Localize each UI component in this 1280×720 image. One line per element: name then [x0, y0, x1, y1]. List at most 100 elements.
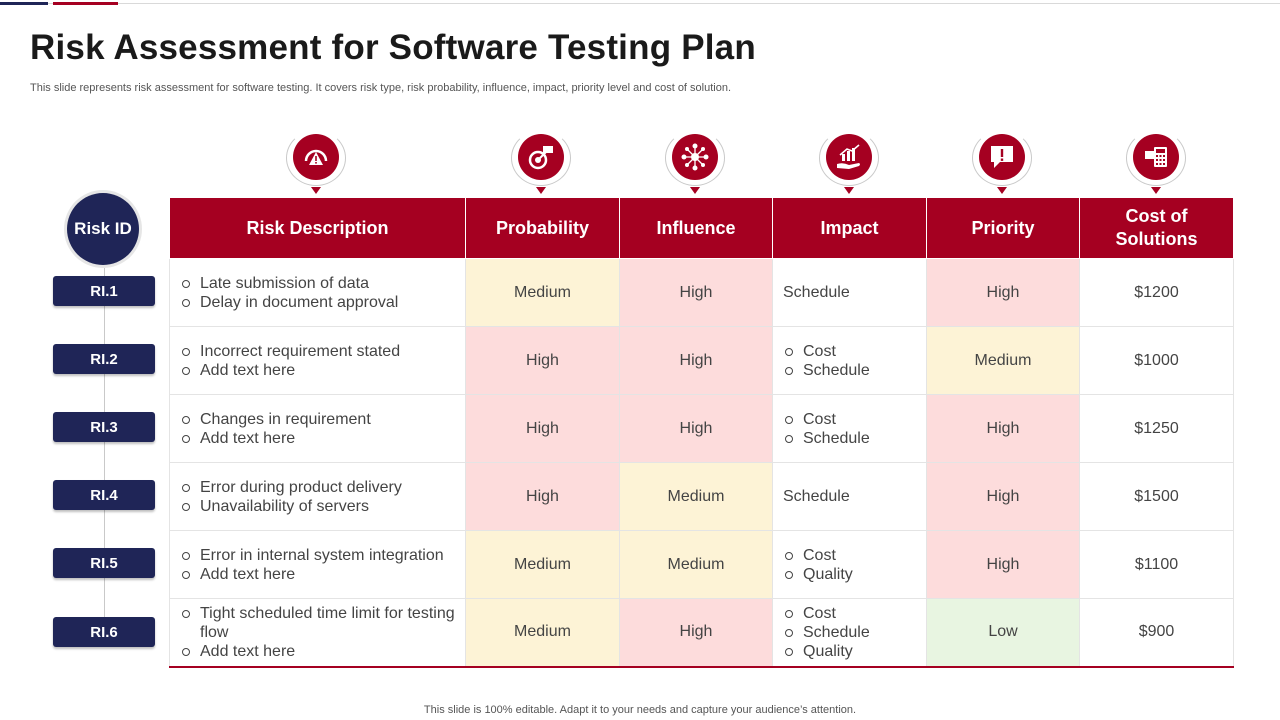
cost-cell: $1000: [1079, 326, 1234, 395]
accent-bar-red: [53, 2, 118, 5]
risk-description-cell: Late submission of data Delay in document…: [169, 258, 466, 327]
probability-cell: Medium: [465, 598, 620, 668]
impact-cell-list: Cost Schedule: [783, 342, 916, 380]
list-item: Unavailability of servers: [180, 497, 455, 516]
table-row: Tight scheduled time limit for testing f…: [169, 598, 1234, 668]
risk-description-cell: Incorrect requirement stated Add text her…: [169, 326, 466, 395]
priority-cell: High: [926, 462, 1080, 531]
impact-cell: Cost Schedule: [772, 326, 927, 395]
influence-cell: Medium: [619, 530, 773, 599]
list-item: Late submission of data: [180, 274, 455, 293]
list-item: Schedule: [783, 361, 916, 380]
risk-id-badge: RI.1: [53, 276, 155, 306]
cost-cell: $1100: [1079, 530, 1234, 599]
list-item: Cost: [783, 546, 916, 565]
priority-cell: High: [926, 258, 1080, 327]
risk-description-cell-list: Tight scheduled time limit for testing f…: [180, 604, 455, 661]
influence-cell: High: [619, 394, 773, 463]
table-row: Changes in requirement Add text here High H…: [169, 394, 1234, 463]
list-item: Schedule: [783, 623, 916, 642]
risk-id-badge: RI.4: [53, 480, 155, 510]
influence-cell: High: [619, 326, 773, 395]
header-influence: Influence: [619, 197, 773, 259]
risk-id-label: Risk ID: [67, 193, 139, 265]
risk-description-cell-list: Changes in requirement Add text here: [180, 410, 455, 448]
cost-cell: $1250: [1079, 394, 1234, 463]
list-item: Tight scheduled time limit for testing f…: [180, 604, 455, 642]
page-title: Risk Assessment for Software Testing Pla…: [30, 28, 756, 67]
risk-gauge-icon: [286, 130, 348, 194]
risk-id-badge: RI.2: [53, 344, 155, 374]
list-item: Add text here: [180, 565, 455, 584]
priority-alert-icon: [972, 130, 1034, 194]
risk-assessment-table: Risk Description Probability Influence I…: [169, 197, 1234, 668]
table-row: Incorrect requirement stated Add text her…: [169, 326, 1234, 395]
list-item: Quality: [783, 565, 916, 584]
impact-cell-list: Cost Quality: [783, 546, 916, 584]
impact-growth-hand-icon: [819, 130, 881, 194]
probability-cell: Medium: [465, 258, 620, 327]
influence-cell: Medium: [619, 462, 773, 531]
list-item: Error during product delivery: [180, 478, 455, 497]
risk-description-cell-list: Incorrect requirement stated Add text her…: [180, 342, 455, 380]
priority-cell: High: [926, 394, 1080, 463]
list-item: Add text here: [180, 361, 455, 380]
footer-note: This slide is 100% editable. Adapt it to…: [423, 704, 857, 716]
header-priority: Priority: [926, 197, 1080, 259]
cost-cell: $900: [1079, 598, 1234, 668]
probability-cell: High: [465, 462, 620, 531]
table-body: Late submission of data Delay in document…: [169, 258, 1234, 668]
table-row: Late submission of data Delay in document…: [169, 258, 1234, 327]
list-item: Cost: [783, 342, 916, 361]
list-item: Add text here: [180, 429, 455, 448]
header-probability: Probability: [465, 197, 620, 259]
impact-cell-list: Cost Schedule: [783, 410, 916, 448]
list-item: Add text here: [180, 642, 455, 661]
cost-calculator-icon: [1126, 130, 1188, 194]
impact-cell: Schedule: [772, 258, 927, 327]
risk-description-cell: Tight scheduled time limit for testing f…: [169, 598, 466, 668]
influence-cell: High: [619, 258, 773, 327]
accent-bar-navy: [0, 2, 48, 5]
header-impact: Impact: [772, 197, 927, 259]
list-item: Incorrect requirement stated: [180, 342, 455, 361]
probability-cell: High: [465, 326, 620, 395]
list-item: Cost: [783, 410, 916, 429]
probability-target-icon: [511, 130, 573, 194]
list-item: Changes in requirement: [180, 410, 455, 429]
top-rule: [0, 3, 1280, 4]
list-item: Delay in document approval: [180, 293, 455, 312]
table-row: Error in internal system integration Add …: [169, 530, 1234, 599]
risk-id-badge: RI.6: [53, 617, 155, 647]
table-row: Error during product delivery Unavailabil…: [169, 462, 1234, 531]
list-item: Cost: [783, 604, 916, 623]
influence-cell: High: [619, 598, 773, 668]
page-subtitle: This slide represents risk assessment fo…: [30, 82, 732, 94]
risk-description-cell: Error in internal system integration Add …: [169, 530, 466, 599]
list-item: Schedule: [783, 429, 916, 448]
priority-cell: High: [926, 530, 1080, 599]
priority-cell: Medium: [926, 326, 1080, 395]
cost-cell: $1200: [1079, 258, 1234, 327]
risk-id-connector-line: [104, 268, 105, 638]
list-item: Error in internal system integration: [180, 546, 455, 565]
risk-description-cell: Error during product delivery Unavailabil…: [169, 462, 466, 531]
header-cost-of-solutions: Cost of Solutions: [1079, 197, 1234, 259]
impact-cell-list: Cost Schedule Quality: [783, 604, 916, 661]
risk-description-cell-list: Late submission of data Delay in document…: [180, 274, 455, 312]
risk-description-cell-list: Error during product delivery Unavailabil…: [180, 478, 455, 516]
list-item: Quality: [783, 642, 916, 661]
table-header-row: Risk Description Probability Influence I…: [169, 197, 1234, 259]
risk-id-badge: RI.5: [53, 548, 155, 578]
impact-cell: Cost Quality: [772, 530, 927, 599]
risk-id-badge: RI.3: [53, 412, 155, 442]
impact-cell: Cost Schedule: [772, 394, 927, 463]
influence-network-icon: [665, 130, 727, 194]
cost-cell: $1500: [1079, 462, 1234, 531]
risk-description-cell-list: Error in internal system integration Add …: [180, 546, 455, 584]
probability-cell: Medium: [465, 530, 620, 599]
priority-cell: Low: [926, 598, 1080, 668]
probability-cell: High: [465, 394, 620, 463]
impact-cell: Cost Schedule Quality: [772, 598, 927, 668]
header-risk-description: Risk Description: [169, 197, 466, 259]
